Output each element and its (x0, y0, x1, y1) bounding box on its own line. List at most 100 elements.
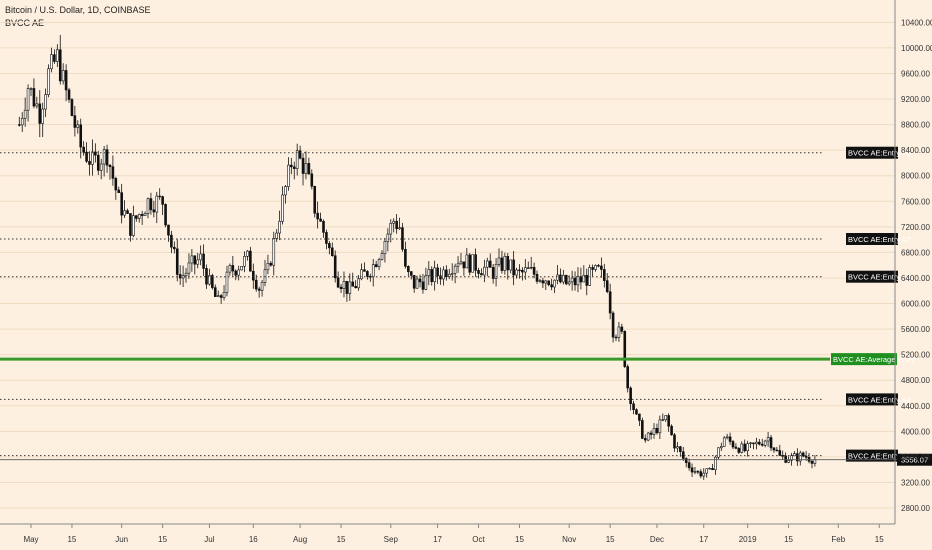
level-label-box (846, 393, 898, 406)
candle-body (363, 269, 366, 272)
candle-body (199, 253, 202, 261)
candle-body (354, 286, 357, 289)
candle-body (146, 198, 150, 214)
candle-body (196, 259, 200, 265)
candle-body (708, 468, 711, 470)
y-tick-label: 10400.00 (901, 18, 932, 27)
x-tick-label: May (23, 535, 38, 544)
candle-body (535, 273, 539, 282)
x-tick-label: 15 (67, 535, 76, 544)
candle-body (462, 261, 466, 269)
candle-body (47, 68, 50, 95)
indicator-title[interactable]: BVCC AE (5, 18, 45, 28)
candle-body (638, 413, 641, 421)
y-tick-label: 7600.00 (901, 197, 930, 206)
candle-body (231, 265, 235, 272)
level-label-box (846, 270, 898, 283)
level-label: BVCC AE:Average Entry (833, 355, 915, 364)
candle-body (67, 89, 71, 100)
candle-body (459, 261, 463, 265)
candle-body (281, 194, 284, 222)
y-tick-label: 6800.00 (901, 248, 930, 257)
candle-body (582, 274, 586, 283)
candle-body (114, 178, 118, 191)
candle-body (82, 146, 85, 153)
candle-body (453, 265, 457, 274)
candle-body (518, 269, 521, 272)
candle-body (76, 124, 80, 128)
candle-body (722, 437, 726, 447)
candle-body (322, 220, 325, 233)
candle-body (38, 103, 42, 124)
candle-body (295, 150, 299, 169)
candle-body (64, 70, 68, 91)
candle-body (108, 164, 112, 168)
candle-body (330, 247, 334, 257)
candle-body (813, 459, 817, 464)
candle-body (225, 271, 229, 293)
candle-body (690, 467, 694, 473)
candle-body (445, 269, 448, 278)
candle-body (629, 387, 632, 405)
candle-body (673, 434, 676, 449)
x-tick-label: 17 (433, 535, 442, 544)
candle-body (155, 195, 159, 213)
candle-body (734, 446, 738, 449)
candle-body (120, 192, 123, 216)
candle-body (717, 447, 720, 458)
candle-body (605, 280, 609, 292)
candle-body (766, 437, 770, 442)
candle-body (512, 259, 515, 276)
x-tick-label: 2019 (739, 535, 757, 544)
candle-body (53, 54, 56, 62)
candle-body (649, 432, 653, 435)
candle-body (807, 457, 811, 462)
candle-body (485, 260, 489, 268)
candle-body (705, 468, 708, 474)
candle-body (161, 196, 164, 205)
y-tick-label: 8000.00 (901, 172, 930, 181)
candle-body (263, 269, 267, 283)
candle-body (752, 442, 755, 445)
candle-body (383, 241, 387, 255)
candle-body (529, 266, 533, 269)
symbol-title[interactable]: Bitcoin / U.S. Dollar, 1D, COINBASE (5, 5, 151, 15)
level-label-box (846, 146, 898, 159)
candle-body (679, 446, 682, 452)
candle-body (643, 438, 647, 441)
y-tick-label: 9600.00 (901, 69, 930, 78)
candle-body (202, 253, 205, 269)
candle-body (135, 215, 138, 219)
candle-body (111, 166, 115, 179)
candle-body (541, 280, 545, 284)
candle-body (85, 151, 88, 162)
candle-body (287, 164, 290, 187)
candle-body (488, 260, 492, 268)
candle-body (749, 442, 752, 444)
candle-body (684, 458, 688, 463)
candle-body (304, 163, 308, 174)
x-tick-label: Dec (650, 535, 664, 544)
candle-body (781, 455, 785, 457)
candle-body (670, 425, 673, 436)
candle-body (544, 280, 548, 284)
x-tick-label: 15 (784, 535, 793, 544)
candle-body (35, 103, 39, 107)
candle-body (480, 273, 483, 276)
y-tick-label: 3200.00 (901, 478, 930, 487)
candle-body (667, 415, 670, 427)
candles-layer (17, 35, 817, 480)
candle-body (325, 232, 328, 244)
candle-body (26, 88, 30, 111)
candle-body (328, 243, 331, 249)
candle-body (611, 312, 615, 338)
candle-body (641, 420, 644, 439)
candle-body (298, 150, 302, 159)
candle-body (351, 281, 355, 287)
x-tick-label: Jul (204, 535, 214, 544)
candle-body (626, 366, 630, 389)
x-tick-label: 15 (875, 535, 884, 544)
y-tick-label: 10000.00 (901, 44, 932, 53)
candle-body (687, 462, 691, 469)
